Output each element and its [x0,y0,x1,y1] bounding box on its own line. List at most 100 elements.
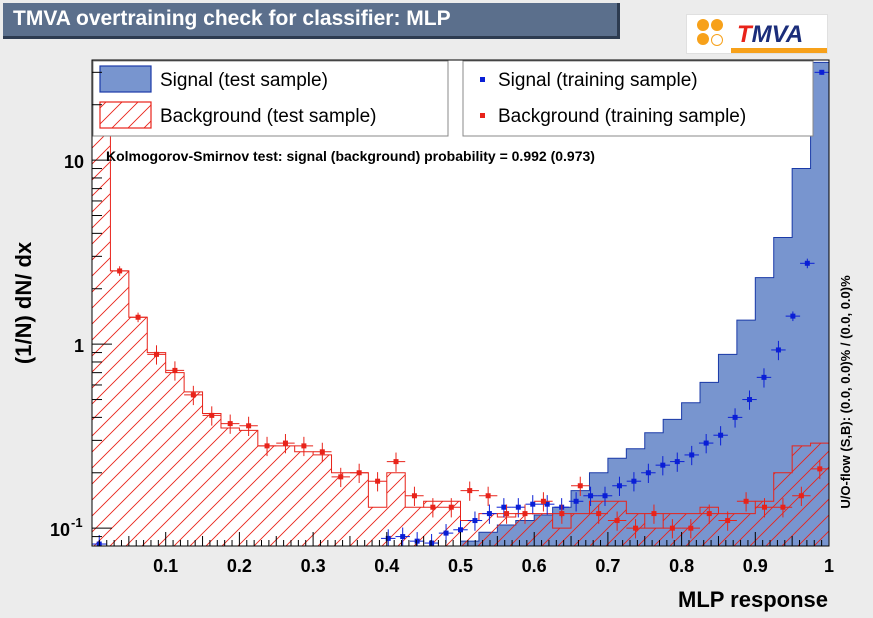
background-training-marker [319,449,325,455]
background-test-hist-shape [91,77,830,547]
background-training-point [423,498,443,518]
background-training-point [294,436,314,457]
signal-training-point [684,445,699,466]
signal-training-marker [761,374,767,380]
background-training-point [386,452,406,472]
logo-letter-t: T [737,21,752,48]
background-training-point [405,486,424,506]
signal-training-marker [530,501,536,507]
tmva-logo: TMVA [686,14,828,54]
background-training-marker [743,498,749,504]
x-tick-label: 1 [824,556,834,576]
signal-training-point [655,456,671,476]
logo-wordmark: TMVA [737,21,803,49]
signal-training-marker [486,511,492,517]
legend-label-background-test: Background (test sample) [160,106,377,127]
signal-training-marker [616,483,622,489]
signal-training-point [814,69,829,75]
background-training-marker [762,504,768,510]
signal-training-point [568,492,584,512]
background-training-point [202,406,221,426]
background-training-point [607,511,627,531]
background-training-point [110,266,129,276]
background-training-point [220,414,240,434]
signal-training-point [641,463,656,483]
background-training-marker [135,314,141,320]
background-training-marker [817,466,823,472]
y-tick-label: 1 [74,336,84,356]
background-training-marker [375,478,381,484]
background-training-marker [577,483,583,489]
signal-training-point [626,472,642,492]
signal-training-point [424,534,439,546]
background-training-point [810,459,829,480]
signal-training-marker [443,530,449,536]
background-training-point [460,481,479,501]
background-training-point [571,476,590,496]
signal-training-point [539,495,555,515]
signal-training-point [742,390,757,410]
signal-training-point [381,529,396,546]
plot-title: TMVA overtraining check for classifier: … [3,3,620,39]
x-axis-title: MLP response [678,587,828,612]
signal-training-marker [747,397,753,403]
signal-training-marker [718,432,724,438]
x-tick-label: 0.7 [595,556,620,576]
signal-training-marker [775,347,781,353]
signal-training-marker [689,452,695,458]
background-training-marker [798,493,804,499]
background-training-marker [264,443,270,449]
x-tick-label: 0.2 [227,556,252,576]
signal-training-point [496,498,512,518]
background-training-point [773,498,793,518]
signal-training-point [525,495,540,515]
background-training-marker [153,351,159,357]
background-training-point [349,463,369,483]
background-training-point [589,504,608,524]
background-training-marker [688,525,694,531]
background-training-marker [706,511,712,517]
legend-label-background-training: Background (training sample) [498,106,746,127]
signal-training-point [597,486,613,506]
background-training-marker [651,511,657,517]
background-training-marker [669,525,675,531]
x-tick-label: 0.4 [374,556,399,576]
background-training-point [331,467,350,488]
background-training-marker [633,525,639,531]
x-tick-label: 0.6 [522,556,547,576]
signal-training-marker [703,440,709,446]
background-training-marker [246,423,252,429]
logo-dot [711,34,723,46]
signal-training-marker [400,534,406,540]
signal-training-point [612,476,627,496]
background-training-point [165,361,185,381]
y-tick-exponent: -1 [71,515,83,530]
signal-training-marker [501,504,507,510]
background-training-point [534,492,553,512]
legend-label-signal-test: Signal (test sample) [160,70,328,91]
background-training-point [515,504,535,524]
background-training-point [276,434,295,454]
background-training-point [792,486,811,506]
background-training-marker [780,504,786,510]
signal-training-marker [588,493,594,499]
background-test-histogram [91,77,830,547]
signal-training-marker [674,459,680,465]
background-training-point [313,442,332,463]
logo-letters-mva: MVA [751,21,804,48]
signal-training-marker [790,313,796,319]
signal-training-marker [732,414,738,420]
background-training-point [128,312,148,323]
background-training-point [478,486,498,506]
background-training-point [663,519,682,539]
signal-training-point [727,408,743,428]
signal-training-marker [602,493,608,499]
background-training-marker [338,474,344,480]
background-training-point [736,492,756,512]
signal-training-point [409,532,425,546]
background-training-marker [559,511,565,517]
signal-training-marker [819,69,825,75]
signal-training-point [713,426,728,446]
background-training-point [239,416,258,437]
